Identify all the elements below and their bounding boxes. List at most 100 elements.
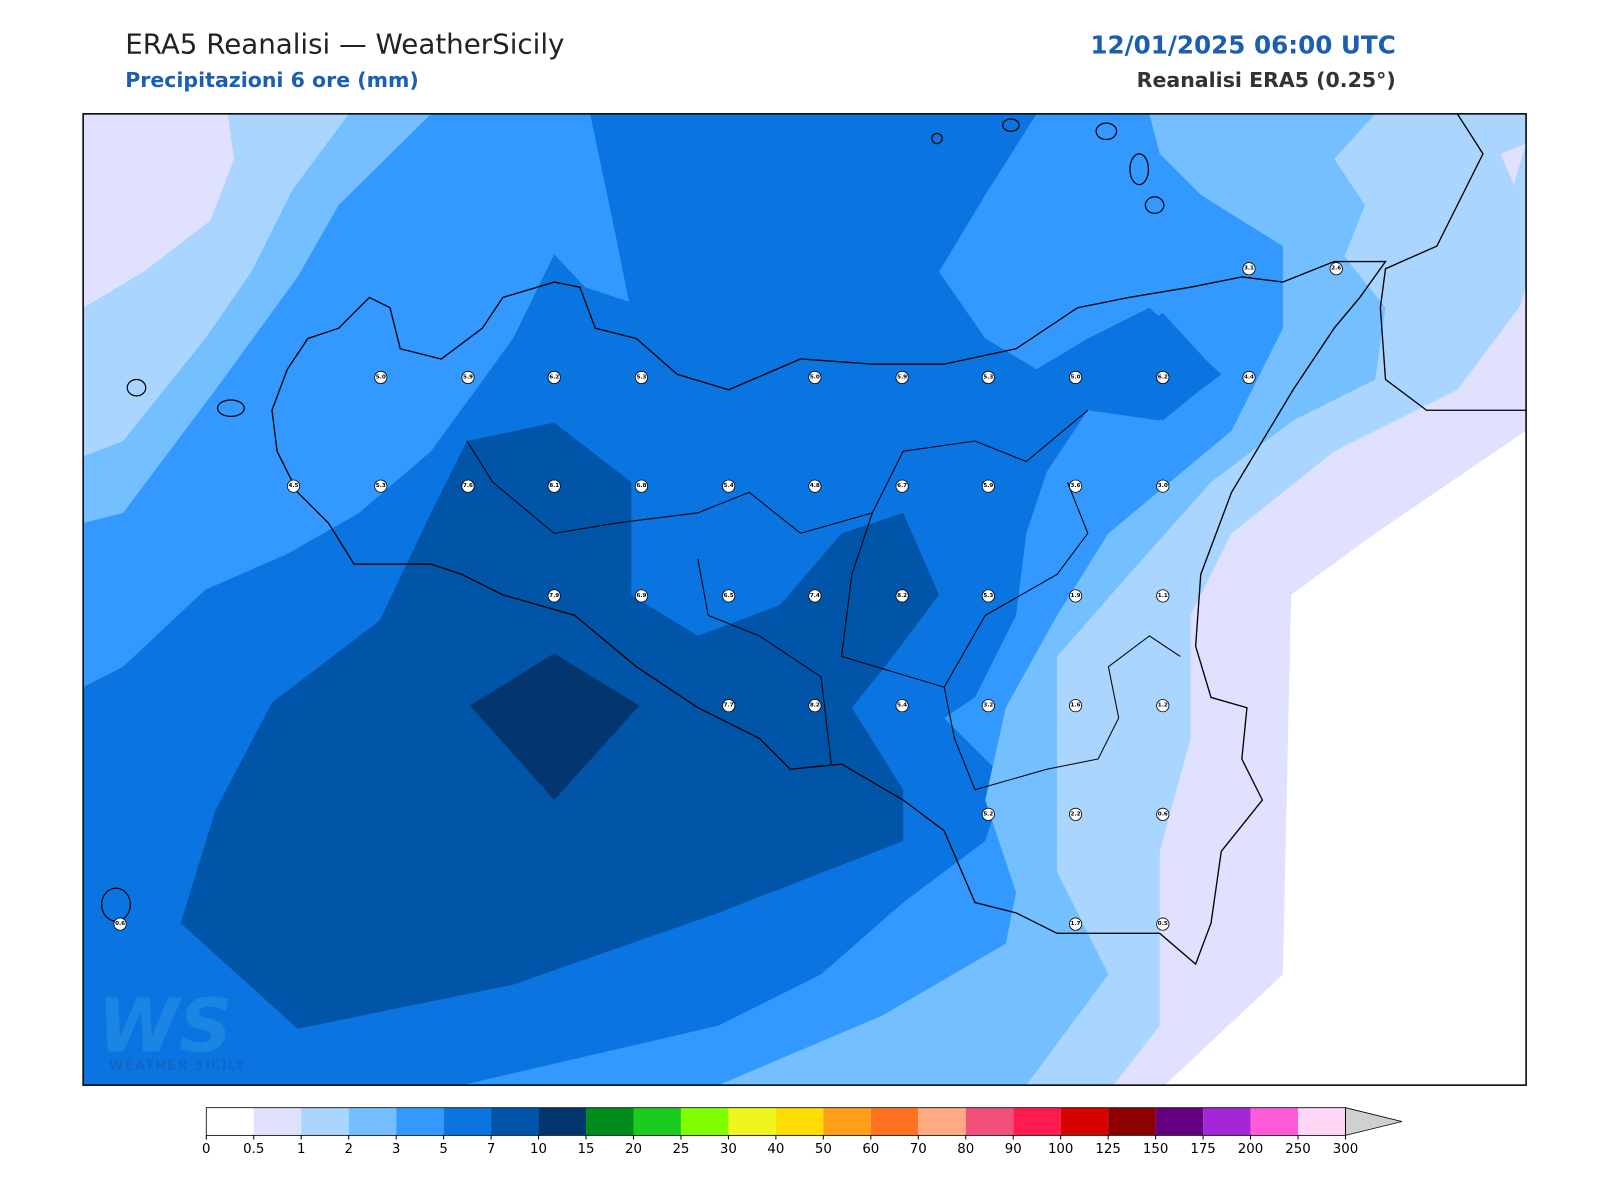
colorbar-tick-label: 15 — [578, 1142, 595, 1157]
colorbar-tick-label: 3 — [392, 1142, 400, 1157]
source: Reanalisi ERA5 (0.25°) — [1137, 68, 1396, 92]
colorbar-tick-label: 70 — [910, 1142, 927, 1157]
station-marker — [1068, 699, 1083, 713]
station-value: 8.1 — [549, 483, 559, 489]
station-marker — [634, 589, 649, 603]
station-value: 2.6 — [1331, 266, 1341, 272]
station-value: 6.9 — [636, 593, 646, 599]
colorbar-tick-label: 175 — [1190, 1142, 1215, 1157]
station-marker — [374, 479, 388, 493]
station-marker — [113, 917, 127, 931]
colorbar-swatch — [680, 1107, 729, 1136]
station: 5.0 — [808, 370, 822, 384]
station: 6.7 — [895, 479, 909, 493]
colorbar-tick-label: 0 — [202, 1142, 210, 1157]
station-value: 5.4 — [897, 703, 907, 709]
station-value: 8.2 — [810, 703, 820, 709]
station: 5.3 — [981, 370, 995, 384]
coastline — [1379, 113, 1527, 411]
colorbar-swatch — [823, 1107, 871, 1136]
station-marker — [1329, 262, 1343, 276]
station-value: 5.0 — [810, 374, 820, 380]
station: 5.3 — [374, 479, 388, 493]
station-value: 6.2 — [1158, 374, 1168, 380]
station: 5.9 — [981, 479, 995, 493]
station-marker — [808, 479, 822, 493]
station-value: 7.7 — [724, 703, 734, 709]
province-border — [943, 635, 1181, 791]
colorbar-tick-label: 20 — [625, 1142, 642, 1157]
island — [1129, 153, 1150, 186]
colorbar-swatch — [728, 1107, 776, 1136]
coastline — [271, 260, 1387, 966]
logo-name: Weather Sicily — [109, 1059, 246, 1074]
station: 0.5 — [1156, 917, 1170, 931]
station-marker — [547, 589, 561, 603]
map-area: 3.1 2.6 5.0 5.9 6.2 5.3 5.0 5.9 5.3 5.0 6.2 4.4 4.5 5… — [83, 113, 1527, 1086]
station-value: 4.5 — [289, 483, 299, 489]
station-marker — [808, 370, 822, 384]
colorbar-tick-label: 0.5 — [243, 1142, 264, 1157]
station-value: 1.2 — [1158, 703, 1168, 709]
station-value: 0.5 — [1158, 921, 1168, 927]
station-value: 5.0 — [376, 374, 386, 380]
colorbar-swatch — [633, 1107, 681, 1136]
station-value: 5.9 — [983, 483, 993, 489]
station: 6.2 — [547, 370, 561, 384]
station-marker — [981, 589, 995, 603]
colorbar-swatch — [301, 1107, 349, 1136]
colorbar-swatch — [1108, 1107, 1156, 1136]
station-value: 0.6 — [115, 921, 125, 927]
colorbar-swatch — [1155, 1107, 1204, 1136]
logo-mark: WS — [97, 983, 232, 1069]
station: 1.1 — [1156, 589, 1170, 603]
map-frame — [82, 113, 1527, 1086]
precip-contour — [1082, 312, 1220, 421]
station-marker — [1068, 479, 1083, 493]
station-value: 3.0 — [1158, 483, 1168, 489]
station: 2.6 — [1329, 262, 1343, 276]
colorbar-swatch — [775, 1107, 824, 1136]
station-value: 1.9 — [1071, 593, 1081, 599]
station: 6.5 — [722, 589, 736, 603]
station: 0.6 — [1156, 807, 1170, 821]
station: 5.9 — [461, 370, 475, 384]
station-value: 6.5 — [724, 593, 734, 599]
station-value: 5.3 — [983, 593, 993, 599]
station-marker — [1156, 917, 1170, 931]
station-value: 3.2 — [983, 703, 993, 709]
island — [931, 132, 943, 145]
station: 2.2 — [1068, 807, 1083, 821]
station-marker — [634, 479, 649, 493]
station: 5.4 — [895, 699, 909, 713]
station-marker — [1156, 370, 1170, 384]
station-marker — [1068, 370, 1083, 384]
colorbar-tick-label: 100 — [1048, 1142, 1073, 1157]
station-value: 5.0 — [1071, 374, 1081, 380]
station-value: 5.3 — [636, 374, 646, 380]
station-marker — [895, 370, 909, 384]
colorbar-tick-label: 125 — [1095, 1142, 1120, 1157]
station: 5.0 — [1068, 370, 1083, 384]
station-marker — [722, 589, 736, 603]
colorbar-swatch — [206, 1107, 254, 1136]
station-value: 6.7 — [897, 483, 907, 489]
province-border — [697, 558, 832, 765]
logo: WS Weather Sicily — [97, 983, 246, 1074]
colorbar-tick-label: 150 — [1143, 1142, 1168, 1157]
colorbar-tick-label: 80 — [957, 1142, 974, 1157]
station: 4.8 — [808, 479, 822, 493]
colorbar-tick-label: 30 — [720, 1142, 737, 1157]
title: ERA5 Reanalisi — WeatherSicily — [125, 27, 564, 60]
station-value: 3.6 — [1071, 483, 1081, 489]
station-marker — [461, 479, 475, 493]
station-marker — [374, 370, 388, 384]
colorbar-swatch — [396, 1107, 444, 1136]
station: 7.6 — [461, 479, 475, 493]
station-marker — [808, 589, 822, 603]
station: 5.3 — [634, 370, 649, 384]
station-value: 8.2 — [897, 593, 907, 599]
precip-contour — [1500, 143, 1527, 185]
station: 5.3 — [981, 589, 995, 603]
